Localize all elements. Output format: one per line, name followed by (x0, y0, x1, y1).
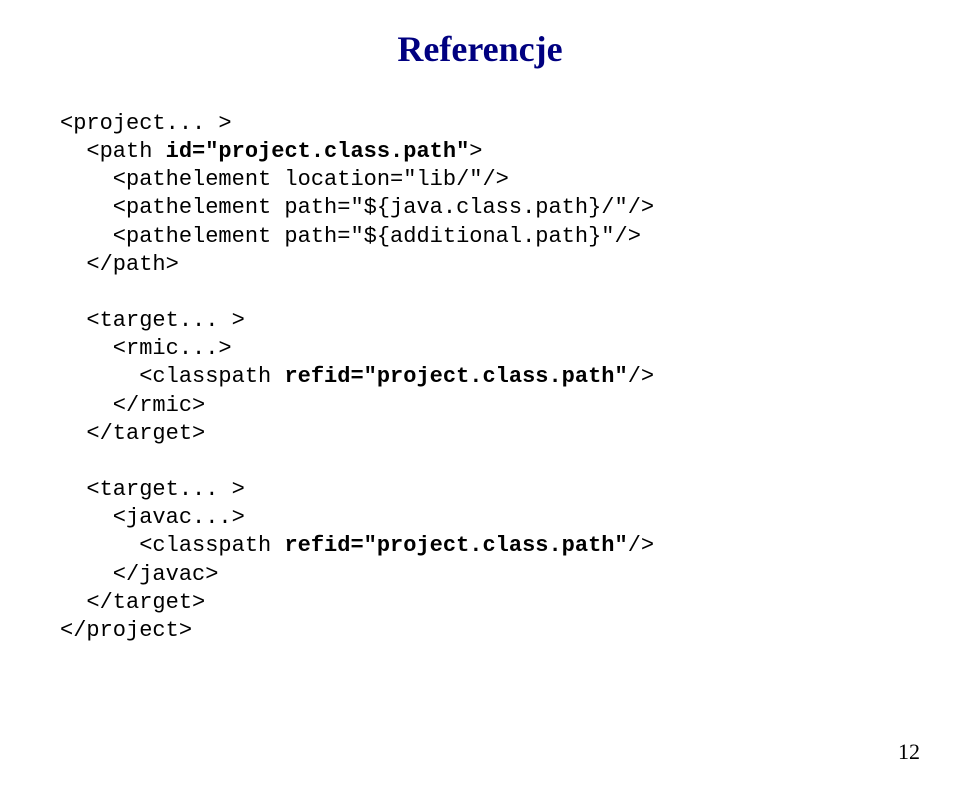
code-block: <project... > <path id="project.class.pa… (60, 110, 900, 645)
page-number: 12 (898, 739, 920, 765)
code-line: <classpath (60, 533, 284, 558)
code-line: <target... > (60, 308, 245, 333)
code-line: > (469, 139, 482, 164)
code-line: <path (60, 139, 166, 164)
code-line: </javac> (60, 562, 218, 587)
code-bold: refid="project.class.path" (284, 533, 627, 558)
code-line: </rmic> (60, 393, 205, 418)
code-line: </target> (60, 421, 205, 446)
code-line: <pathelement path="${java.class.path}/"/… (60, 195, 654, 220)
code-line: /> (628, 533, 654, 558)
code-line: </target> (60, 590, 205, 615)
code-bold: refid="project.class.path" (284, 364, 627, 389)
code-bold: id="project.class.path" (166, 139, 470, 164)
code-line: <pathelement location="lib/"/> (60, 167, 509, 192)
code-line: <target... > (60, 477, 245, 502)
code-line: <rmic...> (60, 336, 232, 361)
code-line: <classpath (60, 364, 284, 389)
code-line: <javac...> (60, 505, 245, 530)
page-title: Referencje (60, 28, 900, 70)
code-line: /> (628, 364, 654, 389)
code-line: <pathelement path="${additional.path}"/> (60, 224, 641, 249)
code-line (60, 449, 73, 474)
code-line: </path> (60, 252, 179, 277)
code-line: <project... > (60, 111, 232, 136)
code-line (60, 280, 73, 305)
code-line: </project> (60, 618, 192, 643)
slide-page: Referencje <project... > <path id="proje… (0, 0, 960, 785)
